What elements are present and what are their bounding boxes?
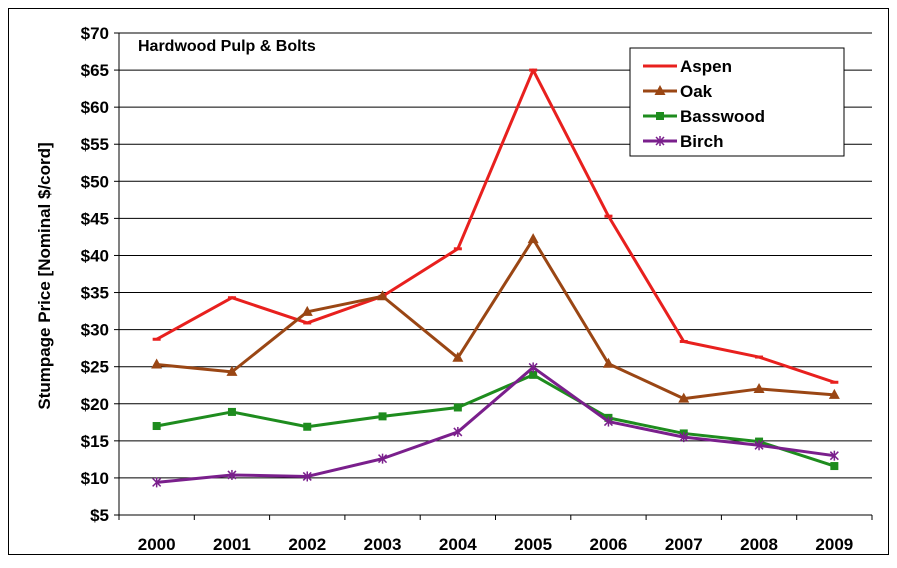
- oak-point: [602, 357, 614, 368]
- y-tick-label: $45: [81, 209, 109, 228]
- legend-label: Birch: [680, 132, 723, 151]
- y-tick-labels: $5 $10 $15 $20 $25 $30 $35 $40 $45 $50 $55 $60 $65 $7…: [81, 24, 109, 525]
- oak-point: [527, 233, 539, 244]
- y-tick-label: $65: [81, 61, 109, 80]
- oak-point: [828, 388, 840, 399]
- birch-point: [754, 440, 764, 451]
- x-tick-label: 2009: [815, 535, 853, 554]
- y-tick-label: $40: [81, 246, 109, 265]
- basswood-point: [227, 407, 236, 416]
- series-lines: [151, 68, 840, 488]
- oak-point: [678, 392, 690, 403]
- legend-label: Oak: [680, 82, 713, 101]
- x-tick-labels: 2000 2001 2002 2003 2004 2005 2006 2007 2008 2009: [138, 535, 854, 554]
- birch-point: [453, 426, 463, 437]
- oak-line: [156, 237, 835, 401]
- y-tick-label: $5: [90, 506, 109, 525]
- legend-item-aspen: Aspen: [643, 57, 732, 76]
- basswood-point: [152, 422, 161, 431]
- legend-label: Basswood: [680, 107, 765, 126]
- x-tick-label: 2007: [665, 535, 703, 554]
- birch-point: [829, 450, 839, 461]
- birch-point: [302, 471, 312, 482]
- birch-point: [378, 453, 388, 464]
- y-tick-label: $55: [81, 135, 109, 154]
- oak-point: [301, 305, 313, 316]
- y-tick-label: $50: [81, 172, 109, 191]
- y-tick-label: $20: [81, 395, 109, 414]
- axes: [114, 32, 873, 520]
- basswood-point: [453, 403, 462, 412]
- x-tick-label: 2008: [740, 535, 778, 554]
- oak-point: [753, 382, 765, 393]
- legend-item-basswood: Basswood: [643, 107, 765, 126]
- birch-point: [679, 432, 689, 443]
- aspen-line: [155, 68, 835, 384]
- legend-marker: [654, 85, 666, 95]
- birch-line: [156, 365, 835, 484]
- x-tick-label: 2006: [590, 535, 628, 554]
- birch-point: [528, 362, 538, 373]
- x-tick-label: 2003: [364, 535, 402, 554]
- birch-point: [227, 469, 237, 480]
- y-tick-label: $25: [81, 358, 109, 377]
- y-tick-label: $30: [81, 321, 109, 340]
- series-oak: [151, 233, 840, 403]
- y-tick-label: $70: [81, 24, 109, 43]
- oak-point: [377, 290, 389, 301]
- x-tick-label: 2004: [439, 535, 477, 554]
- y-tick-label: $15: [81, 432, 109, 451]
- x-tick-label: 2001: [213, 535, 251, 554]
- oak-point: [226, 365, 238, 376]
- x-tick-label: 2005: [514, 535, 552, 554]
- legend-label: Aspen: [680, 57, 732, 76]
- legend: Aspen Oak Basswood Birch: [629, 47, 845, 157]
- birch-point: [603, 416, 613, 427]
- oak-point: [151, 358, 163, 369]
- oak-point: [452, 351, 464, 362]
- legend-marker: [656, 112, 664, 120]
- y-tick-label: $60: [81, 98, 109, 117]
- legend-item-oak: Oak: [643, 82, 713, 101]
- chart-title: Hardwood Pulp & Bolts: [138, 38, 316, 55]
- legend-item-birch: Birch: [643, 132, 723, 151]
- y-tick-label: $10: [81, 469, 109, 488]
- basswood-point: [303, 422, 312, 431]
- y-axis-label: Stumpage Price [Nominal $/cord]: [35, 142, 54, 409]
- series-birch: [152, 362, 839, 488]
- birch-point: [152, 477, 162, 488]
- basswood-point: [529, 370, 538, 379]
- basswood-line: [156, 373, 835, 468]
- legend-marker: [655, 136, 665, 146]
- y-tick-label: $35: [81, 284, 109, 303]
- basswood-point: [830, 462, 839, 471]
- x-tick-label: 2000: [138, 535, 176, 554]
- x-tick-label: 2002: [288, 535, 326, 554]
- gridlines: [119, 32, 872, 479]
- basswood-point: [378, 412, 387, 421]
